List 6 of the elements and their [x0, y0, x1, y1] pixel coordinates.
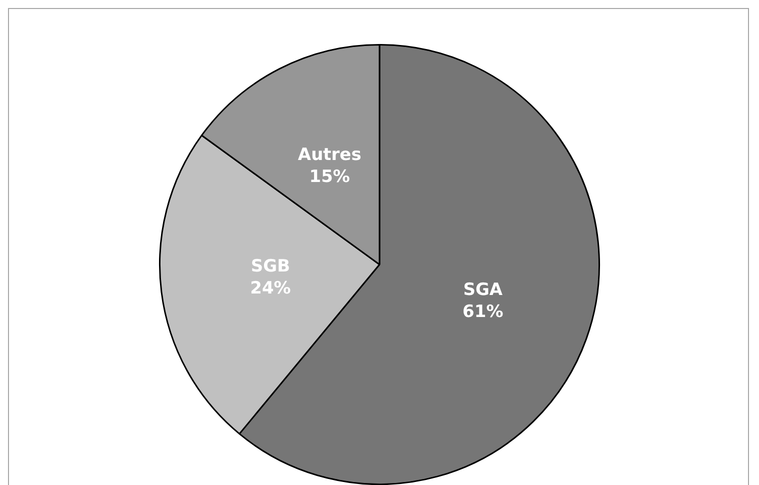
slice-label: SGB: [250, 256, 290, 277]
slice-label: Autres: [298, 145, 362, 166]
data-label: 15%: [309, 167, 350, 188]
slice-label: SGA: [463, 280, 504, 300]
data-label: 61%: [462, 302, 504, 322]
data-label: 24%: [250, 278, 291, 299]
